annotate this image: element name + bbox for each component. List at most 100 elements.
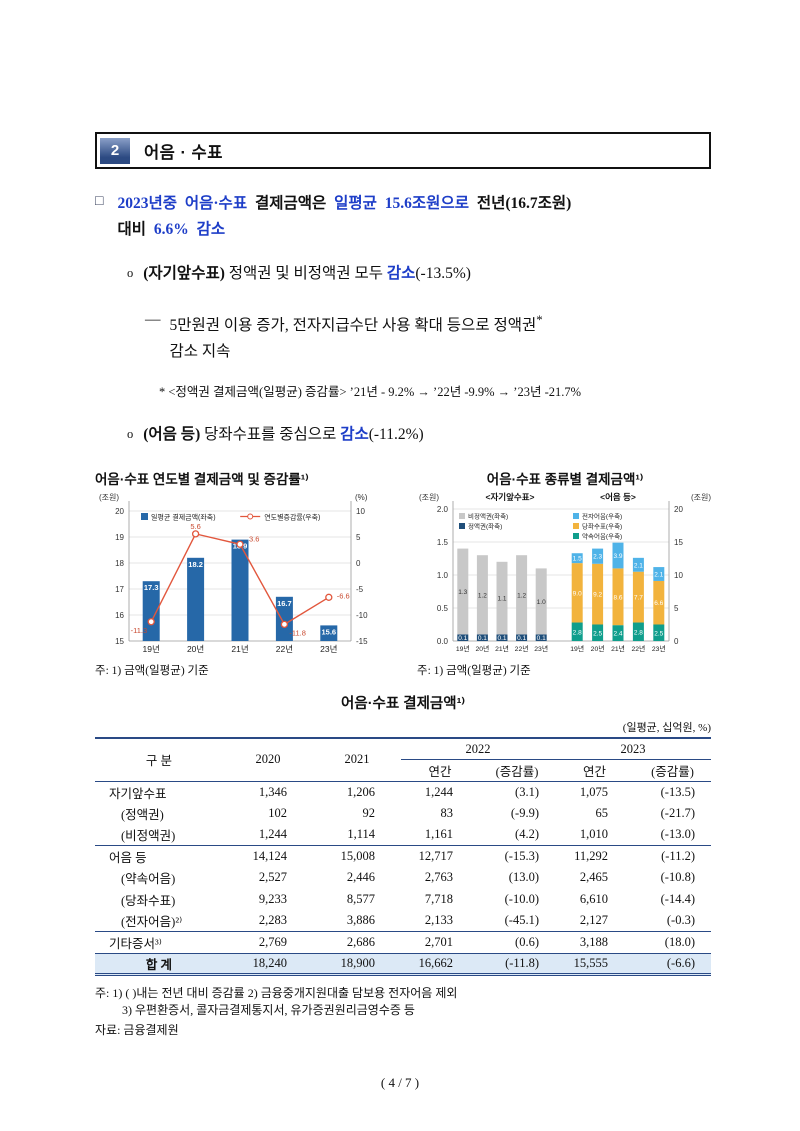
legend-label: 당좌수표(우축) [582,522,622,531]
line-point [325,593,333,602]
table-cell: 12,717 [401,845,479,868]
source-note: 자료: 금융결제원 [95,1023,179,1038]
y-left-tick-label: 0.0 [437,637,449,646]
bullet-run: 당좌수표를 중심으로 [200,426,341,444]
intro-run: 결제금액은 [247,195,335,212]
legend-label: 전자어음(우축) [582,512,622,521]
table-cell: 1,244 [401,780,479,803]
stack-segment [535,568,547,635]
legend-swatch [573,513,579,520]
segment-value-label: 0.1 [497,635,506,642]
table-cell: 2,769 [223,931,313,954]
y-left-tick-label: 16 [115,611,124,620]
table-row: 어음 등 14,124 15,008 12,717 (-15.3) 11,292 (-11.… [95,845,711,868]
stack-segment [592,624,604,642]
legend-swatch [573,523,579,530]
table-cell: (3.1) [479,780,555,803]
chart-title: 어음·수표 연도별 결제금액 및 증감률¹⁾ [95,472,309,488]
y-left-tick-label: 19 [115,533,124,542]
row-label: (비정액권) [121,829,176,844]
legend-label: 일평균 결제금액(좌축) [151,513,216,522]
circle-bullet-icon: o [127,266,134,280]
table-cell: 9,233 [258,891,287,906]
segment-value-label: 2.1 [634,562,643,569]
y-left-tick-label: 1.0 [437,571,449,580]
y-right-tick-label: -15 [356,637,368,646]
table-row: (당좌수표) 9,233 8,577 7,718 (-10.0) 6,610 (-14.4) [95,889,711,911]
table-cell: 11,292 [555,845,634,868]
bar [187,557,205,642]
table-cell: (-45.1) [504,913,539,928]
y-right-tick-label: 10 [674,571,683,580]
table-cell: 2,701 [401,931,479,954]
col-subheader-annual: 연간 [428,764,452,779]
y-right-tick-label: 20 [674,505,683,514]
summary-table: 구 분 2020 2021 2022 2023 연간 (증감률) 연간 (증감률… [95,737,711,977]
footnote-1: 주: 1) ( )내는 전년 대비 증감률 2) 금융중개지원대출 담보용 전자… [95,986,458,1001]
table-cell: 2,465 [579,870,608,885]
table-row: 합 계 18,240 18,900 16,662 (-11.8) 15,555 (-6.6) [95,952,711,975]
y-left-tick-label: 15 [115,637,124,646]
bar [275,596,293,642]
x-category-label: 23년 [320,644,337,654]
section-title: 어음 · 수표 [144,143,223,162]
x-category-label: 21년 [231,644,248,654]
type-settlement-chart: 어음·수표 종류별 결제금액¹⁾ 0.0 0.5 1.0 1.5 2.0 0 5 10 15 20… [417,468,713,678]
stack-segment [653,567,665,582]
y-right-tick-label: 15 [674,538,683,547]
legend-swatch [459,513,465,520]
table-cell: 18,900 [313,952,401,975]
col-group-2022: 2022 [401,738,555,761]
bullet-term: (어음 등) [143,426,201,444]
segment-value-label: 2.3 [593,554,602,561]
table-cell: 1,075 [555,780,634,803]
charts-row: 어음·수표 연도별 결제금액 및 증감률¹⁾ 15 16 17 18 19 20 -15 -1… [95,468,711,678]
row-label: (약속어음) [121,872,176,887]
dash-item: ― 5만원권 이용 증가, 전자지급수단 사용 확대 등으로 정액권* 감소 지… [145,307,711,365]
table-cell: 7,718 [424,891,453,906]
footnote-2: 3) 우편환증서, 콜자금결제통지서, 유가증권원리금영수증 등 [122,1003,415,1018]
bar-value-label: 17.3 [144,583,159,592]
chart-note: 주: 1) 금액(일평균) 기준 [417,665,531,678]
y-right-tick-label: 0 [356,559,361,568]
section-header: 2 어음 · 수표 [95,132,711,169]
table-cell: 3,188 [555,931,634,954]
bar-value-label: 16.7 [277,599,292,608]
table-row: (약속어음) 2,527 2,446 2,763 (13.0) 2,465 (-10.8) [95,867,711,889]
segment-value-label: 2.8 [573,629,582,636]
segment-value-label: 0.1 [517,635,526,642]
table-cell: 1,010 [579,827,608,842]
table-row: 자기앞수표 1,346 1,206 1,244 (3.1) 1,075 (-13.5) [95,780,711,803]
footnote-marker: * [536,312,543,327]
table-cell: (-13.5) [634,780,711,803]
x-category-label: 19년 [143,644,160,654]
bar [142,581,160,642]
x-category-label: 21년 [611,644,625,653]
dash-run: 5만원권 이용 증가, 전자지급수단 사용 확대 등으로 정액권 [169,317,537,335]
bullet-emphasis: 감소 [386,265,416,282]
table-row: (정액권) 102 92 83 (-9.9) 65 (-21.7) [95,803,711,825]
table-cell: 6,610 [579,891,608,906]
table-row: (비정액권) 1,244 1,114 1,161 (4.2) 1,010 (-13.0) [95,824,711,846]
intro-emphasis: 2023년중 어음·수표 [117,195,248,212]
table-cell: 2,446 [346,870,375,885]
line-value-label: 3.6 [249,534,259,543]
table-cell: 18,240 [223,952,313,975]
stack-segment [571,553,583,564]
table-cell: 1,206 [313,780,401,803]
table-cell: 2,527 [258,870,287,885]
stack-segment [612,625,624,642]
table-cell: 2,127 [579,913,608,928]
col-subheader-annual: 연간 [582,764,606,779]
dash-bullet-icon: ― [145,311,161,328]
table-cell: (0.6) [479,931,555,954]
table-cell: 1,114 [347,827,375,842]
table-cell: (13.0) [508,870,539,885]
square-bullet-icon: □ [95,194,104,209]
panel-title: <어음 등> [600,492,636,502]
bullet-cashier-checks: o (자기앞수표) 정액권 및 비정액권 모두 감소(-13.5%) [127,261,711,283]
bullet-bills: o (어음 등) 당좌수표를 중심으로 감소(-11.2%) [127,422,711,444]
table-head: 구 분 2020 2021 2022 2023 연간 (증감률) 연간 (증감률… [95,738,711,781]
table-cell: 15,008 [313,845,401,868]
legend-label: 비정액권(좌축) [468,512,508,521]
